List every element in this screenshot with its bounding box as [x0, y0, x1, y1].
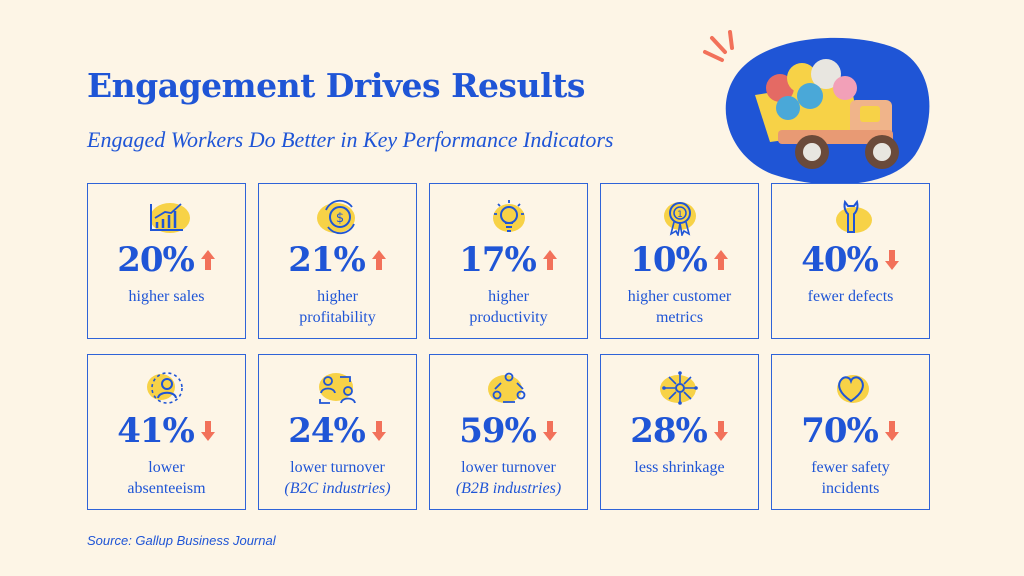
- stat-label: higher customer: [627, 288, 732, 305]
- stat-label: productivity: [469, 309, 548, 326]
- stat-note: (B2C industries): [284, 480, 391, 497]
- stat-card-defects: 40% fewer defects: [771, 183, 930, 339]
- svg-text:1: 1: [677, 210, 683, 220]
- stat-card-shrinkage: 28% less shrinkage: [600, 354, 759, 510]
- source-citation: Source: Gallup Business Journal: [87, 533, 276, 548]
- stat-label: metrics: [655, 309, 704, 326]
- arrow-up-icon: [200, 250, 215, 270]
- page-title: Engagement Drives Results: [87, 66, 585, 105]
- stat-card-absenteeism: 41% lower absenteeism: [87, 354, 246, 510]
- lightbulb-icon: [492, 200, 525, 232]
- stat-note: (B2B industries): [455, 480, 562, 497]
- stat-label: higher: [317, 288, 358, 305]
- arrow-up-icon: [371, 250, 386, 270]
- page-subtitle: Engaged Workers Do Better in Key Perform…: [87, 127, 614, 152]
- stat-card-sales: 20% higher sales: [87, 183, 246, 339]
- stat-label: absenteeism: [127, 480, 206, 497]
- stat-value: 40%: [801, 240, 879, 280]
- brain-dump-truck-illustration: [703, 30, 930, 185]
- stat-label: incidents: [821, 480, 880, 497]
- stat-label: higher sales: [128, 288, 205, 305]
- stat-value: 10%: [630, 240, 708, 280]
- stat-card-profitability: $ 21% higher profitability: [258, 183, 417, 339]
- award-ribbon-icon: 1: [663, 202, 696, 236]
- growth-chart-icon: [149, 203, 190, 233]
- stat-value: 41%: [117, 411, 195, 451]
- shrink-arrows-icon: [659, 371, 698, 405]
- stat-value: 20%: [117, 240, 195, 280]
- stat-card-turnover-b2c: 24% lower turnover (B2C industries): [258, 354, 417, 510]
- arrow-down-icon: [542, 421, 557, 441]
- arrow-down-icon: [884, 250, 899, 270]
- stat-value: 70%: [801, 411, 879, 451]
- stat-value: 59%: [459, 411, 537, 451]
- stat-card-safety: 70% fewer safety incidents: [771, 354, 930, 510]
- stat-label: fewer safety: [811, 459, 890, 476]
- stat-label: lower: [148, 459, 185, 476]
- arrow-up-icon: [542, 250, 557, 270]
- svg-text:$: $: [335, 211, 343, 226]
- stat-card-customer-metrics: 1 10% higher customer metrics: [600, 183, 759, 339]
- stat-label: fewer defects: [807, 288, 894, 305]
- wrench-icon: [835, 199, 872, 233]
- person-icon: [146, 372, 183, 404]
- arrow-down-icon: [713, 421, 728, 441]
- arrow-down-icon: [884, 421, 899, 441]
- stat-value: 24%: [288, 411, 366, 451]
- stat-value: 21%: [288, 240, 366, 280]
- arrow-down-icon: [371, 421, 386, 441]
- team-cycle-icon: [487, 372, 525, 403]
- stat-card-productivity: 17% higher productivity: [429, 183, 588, 339]
- arrow-down-icon: [200, 421, 215, 441]
- stat-label: less shrinkage: [634, 459, 725, 476]
- people-exchange-icon: [318, 373, 356, 404]
- stat-value: 17%: [459, 240, 537, 280]
- stat-label: profitability: [299, 309, 376, 326]
- heart-icon: [836, 375, 869, 403]
- stat-label: higher: [488, 288, 529, 305]
- stat-value: 28%: [630, 411, 708, 451]
- dollar-cycle-icon: $: [316, 199, 355, 235]
- stat-label: lower turnover: [461, 459, 556, 476]
- stat-label: lower turnover: [290, 459, 385, 476]
- stat-card-turnover-b2b: 59% lower turnover (B2B industries): [429, 354, 588, 510]
- arrow-up-icon: [713, 250, 728, 270]
